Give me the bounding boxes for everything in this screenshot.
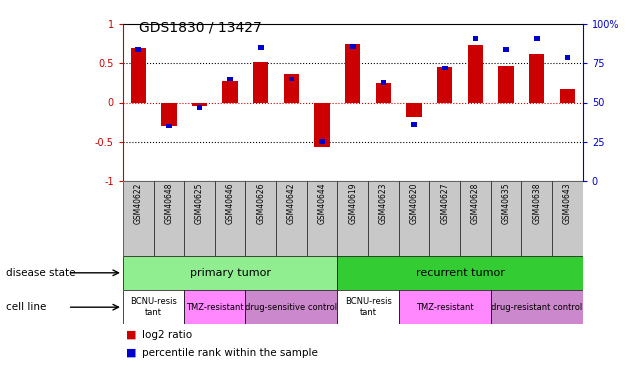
Bar <box>154 181 184 256</box>
Bar <box>307 181 338 256</box>
Bar <box>529 54 544 102</box>
Text: GSM40648: GSM40648 <box>164 183 173 224</box>
Text: ■: ■ <box>126 330 137 340</box>
Bar <box>289 77 294 81</box>
Bar <box>472 36 478 41</box>
Bar <box>345 44 360 102</box>
Bar <box>442 66 447 70</box>
Text: GSM40626: GSM40626 <box>256 183 265 224</box>
Bar <box>135 47 141 52</box>
Bar <box>491 290 583 324</box>
Bar <box>522 181 552 256</box>
Bar <box>276 181 307 256</box>
Text: TMZ-resistant: TMZ-resistant <box>186 303 244 312</box>
Text: GDS1830 / 13427: GDS1830 / 13427 <box>139 21 261 34</box>
Text: GSM40625: GSM40625 <box>195 183 204 224</box>
Bar <box>284 74 299 102</box>
Bar <box>246 290 338 324</box>
Bar <box>411 122 417 127</box>
Bar <box>192 102 207 106</box>
Bar <box>368 181 399 256</box>
Text: disease state: disease state <box>6 268 76 278</box>
Text: GSM40627: GSM40627 <box>440 183 449 224</box>
Text: GSM40623: GSM40623 <box>379 183 388 224</box>
Text: cell line: cell line <box>6 302 47 312</box>
Text: BCNU-resis
tant: BCNU-resis tant <box>345 297 392 317</box>
Bar <box>338 181 368 256</box>
Bar <box>381 80 386 84</box>
Bar <box>184 290 246 324</box>
Text: GSM40635: GSM40635 <box>501 183 510 225</box>
Bar <box>319 139 325 144</box>
Bar <box>498 66 514 102</box>
Bar <box>123 290 184 324</box>
Bar <box>246 181 276 256</box>
Bar <box>123 256 338 290</box>
Text: recurrent tumor: recurrent tumor <box>416 268 505 278</box>
Text: TMZ-resistant: TMZ-resistant <box>416 303 474 312</box>
Text: GSM40642: GSM40642 <box>287 183 296 224</box>
Text: GSM40646: GSM40646 <box>226 183 234 225</box>
Text: GSM40622: GSM40622 <box>134 183 142 224</box>
Bar <box>406 102 422 117</box>
Text: GSM40619: GSM40619 <box>348 183 357 224</box>
Text: primary tumor: primary tumor <box>190 268 271 278</box>
Bar <box>130 48 146 102</box>
Text: log2 ratio: log2 ratio <box>142 330 192 340</box>
Bar <box>467 45 483 102</box>
Bar <box>258 45 263 50</box>
Bar <box>564 55 570 60</box>
Text: BCNU-resis
tant: BCNU-resis tant <box>130 297 177 317</box>
Bar <box>161 102 176 126</box>
Bar <box>123 181 154 256</box>
Bar <box>338 290 399 324</box>
Bar <box>350 44 355 49</box>
Bar <box>184 181 215 256</box>
Bar <box>552 181 583 256</box>
Bar <box>437 68 452 102</box>
Bar <box>534 36 539 41</box>
Bar <box>399 290 491 324</box>
Bar <box>314 102 330 147</box>
Bar <box>166 124 171 128</box>
Text: GSM40628: GSM40628 <box>471 183 480 224</box>
Text: percentile rank within the sample: percentile rank within the sample <box>142 348 318 358</box>
Bar <box>430 181 460 256</box>
Text: GSM40638: GSM40638 <box>532 183 541 224</box>
Text: GSM40643: GSM40643 <box>563 183 572 225</box>
Bar <box>197 105 202 110</box>
Text: GSM40620: GSM40620 <box>410 183 418 224</box>
Bar <box>399 181 430 256</box>
Bar <box>253 62 268 102</box>
Text: drug-resistant control: drug-resistant control <box>491 303 582 312</box>
Bar <box>222 81 238 102</box>
Text: GSM40644: GSM40644 <box>318 183 326 225</box>
Text: ■: ■ <box>126 348 137 358</box>
Bar <box>491 181 522 256</box>
Bar <box>338 256 583 290</box>
Text: drug-sensitive control: drug-sensitive control <box>246 303 338 312</box>
Bar <box>215 181 246 256</box>
Bar <box>375 83 391 102</box>
Bar <box>559 89 575 102</box>
Bar <box>460 181 491 256</box>
Bar <box>503 47 509 52</box>
Bar <box>227 77 233 81</box>
